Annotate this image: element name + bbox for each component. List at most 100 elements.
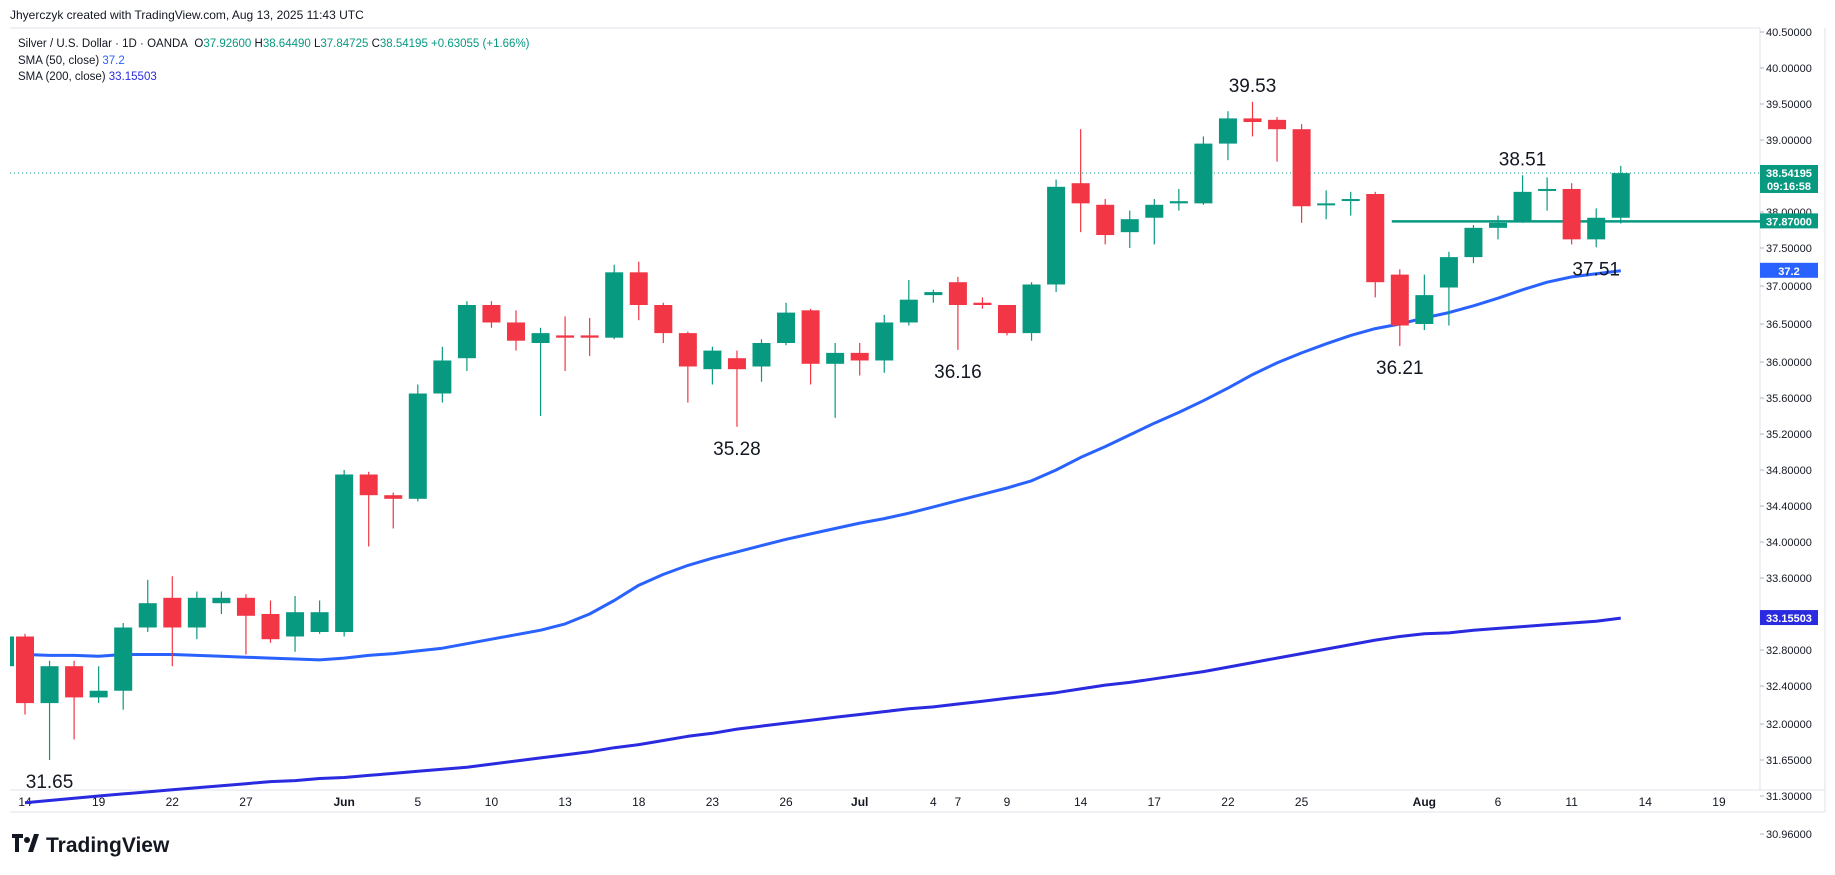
- candle[interactable]: [89, 666, 108, 704]
- candle[interactable]: [1071, 129, 1090, 233]
- candle[interactable]: [457, 301, 476, 371]
- candle-body: [1071, 183, 1090, 204]
- y-tick-label: 39.00000: [1766, 135, 1812, 147]
- chart-legend: Silver / U.S. Dollar · 1D · OANDA O37.92…: [18, 36, 530, 86]
- change-value: +0.63055 (+1.66%): [431, 38, 530, 50]
- candle[interactable]: [1243, 101, 1262, 137]
- candle[interactable]: [212, 591, 231, 615]
- candle-body: [703, 350, 722, 370]
- y-tick-label: 34.40000: [1766, 501, 1812, 513]
- x-tick-label: 25: [1295, 795, 1309, 809]
- candle[interactable]: [826, 343, 845, 418]
- candle[interactable]: [556, 316, 575, 371]
- candle[interactable]: [507, 310, 525, 351]
- candle[interactable]: [482, 301, 501, 328]
- candle[interactable]: [777, 302, 796, 346]
- candle-body: [924, 292, 943, 296]
- candle[interactable]: [752, 339, 771, 382]
- candle-body: [948, 282, 967, 305]
- candle[interactable]: [1145, 199, 1164, 245]
- candle[interactable]: [1587, 208, 1606, 248]
- candle-body: [114, 627, 133, 691]
- sma50-row[interactable]: SMA (50, close) 37.2: [18, 53, 530, 70]
- candle[interactable]: [1022, 282, 1041, 341]
- candle[interactable]: [114, 623, 133, 710]
- candle[interactable]: [801, 308, 820, 385]
- candle[interactable]: [1415, 274, 1434, 331]
- candle[interactable]: [531, 327, 550, 416]
- candle[interactable]: [703, 346, 722, 385]
- candle[interactable]: [310, 600, 329, 634]
- candle[interactable]: [163, 576, 182, 667]
- candle[interactable]: [1194, 136, 1213, 205]
- candles-series: [10, 101, 1630, 760]
- candle[interactable]: [1047, 179, 1066, 293]
- candle[interactable]: [1096, 199, 1115, 245]
- candle-body: [1538, 188, 1557, 191]
- candle[interactable]: [1611, 165, 1630, 224]
- candle[interactable]: [605, 264, 624, 340]
- candle[interactable]: [1317, 190, 1336, 220]
- candle-body: [1587, 217, 1606, 240]
- candle[interactable]: [1538, 177, 1557, 211]
- candle[interactable]: [1439, 251, 1458, 326]
- candle[interactable]: [924, 289, 943, 303]
- candle[interactable]: [16, 633, 34, 715]
- symbol-row[interactable]: Silver / U.S. Dollar · 1D · OANDA O37.92…: [18, 36, 530, 53]
- candle[interactable]: [629, 261, 648, 321]
- price-annotation-label: 38.51: [1499, 149, 1547, 170]
- candle-body: [16, 636, 34, 704]
- candle[interactable]: [850, 343, 869, 376]
- high-value: 38.64490: [262, 38, 311, 50]
- candle-body: [384, 495, 403, 499]
- candle[interactable]: [899, 279, 918, 326]
- candle[interactable]: [1366, 191, 1385, 298]
- candle[interactable]: [359, 471, 378, 547]
- candle[interactable]: [727, 350, 746, 427]
- candle-body: [1243, 118, 1262, 122]
- candle[interactable]: [1218, 111, 1237, 161]
- sma200-row[interactable]: SMA (200, close) 33.15503: [18, 69, 530, 86]
- candle[interactable]: [408, 384, 427, 502]
- candle[interactable]: [654, 302, 673, 343]
- candle[interactable]: [65, 660, 84, 740]
- candle[interactable]: [1464, 224, 1483, 264]
- candle[interactable]: [1513, 175, 1532, 223]
- candle[interactable]: [580, 317, 599, 356]
- sma50-line: [24, 269, 1621, 662]
- candle-body: [236, 597, 255, 616]
- candle[interactable]: [1292, 124, 1311, 223]
- candle[interactable]: [1341, 191, 1360, 216]
- candle[interactable]: [286, 596, 305, 652]
- candle[interactable]: [1562, 183, 1581, 245]
- candle[interactable]: [1120, 210, 1139, 248]
- y-tick-label: 33.60000: [1766, 573, 1812, 585]
- candle[interactable]: [998, 305, 1016, 336]
- candle[interactable]: [40, 660, 59, 760]
- candle[interactable]: [1268, 116, 1287, 162]
- candle[interactable]: [261, 600, 280, 643]
- candle[interactable]: [875, 314, 894, 373]
- candle[interactable]: [973, 297, 992, 309]
- sma50-label: SMA (50, close): [18, 54, 100, 67]
- candle[interactable]: [335, 470, 354, 637]
- candle[interactable]: [678, 331, 697, 403]
- x-tick-label: Aug: [1413, 795, 1436, 809]
- candle[interactable]: [236, 594, 255, 655]
- tradingview-logo[interactable]: TradingView: [12, 834, 169, 858]
- candle[interactable]: [138, 579, 157, 632]
- candle[interactable]: [433, 346, 452, 403]
- candle[interactable]: [187, 591, 206, 640]
- candle[interactable]: [1169, 188, 1188, 211]
- close-value: 38.54195: [379, 38, 428, 50]
- candle[interactable]: [1489, 215, 1507, 240]
- sma50-series: [24, 269, 1621, 662]
- candle-body: [1169, 201, 1188, 204]
- candle[interactable]: [1390, 269, 1409, 347]
- candle-body: [1145, 204, 1164, 218]
- candle[interactable]: [948, 276, 967, 350]
- x-tick-label: 6: [1495, 795, 1502, 809]
- x-tick-label: 4: [930, 795, 937, 809]
- candle[interactable]: [384, 492, 403, 529]
